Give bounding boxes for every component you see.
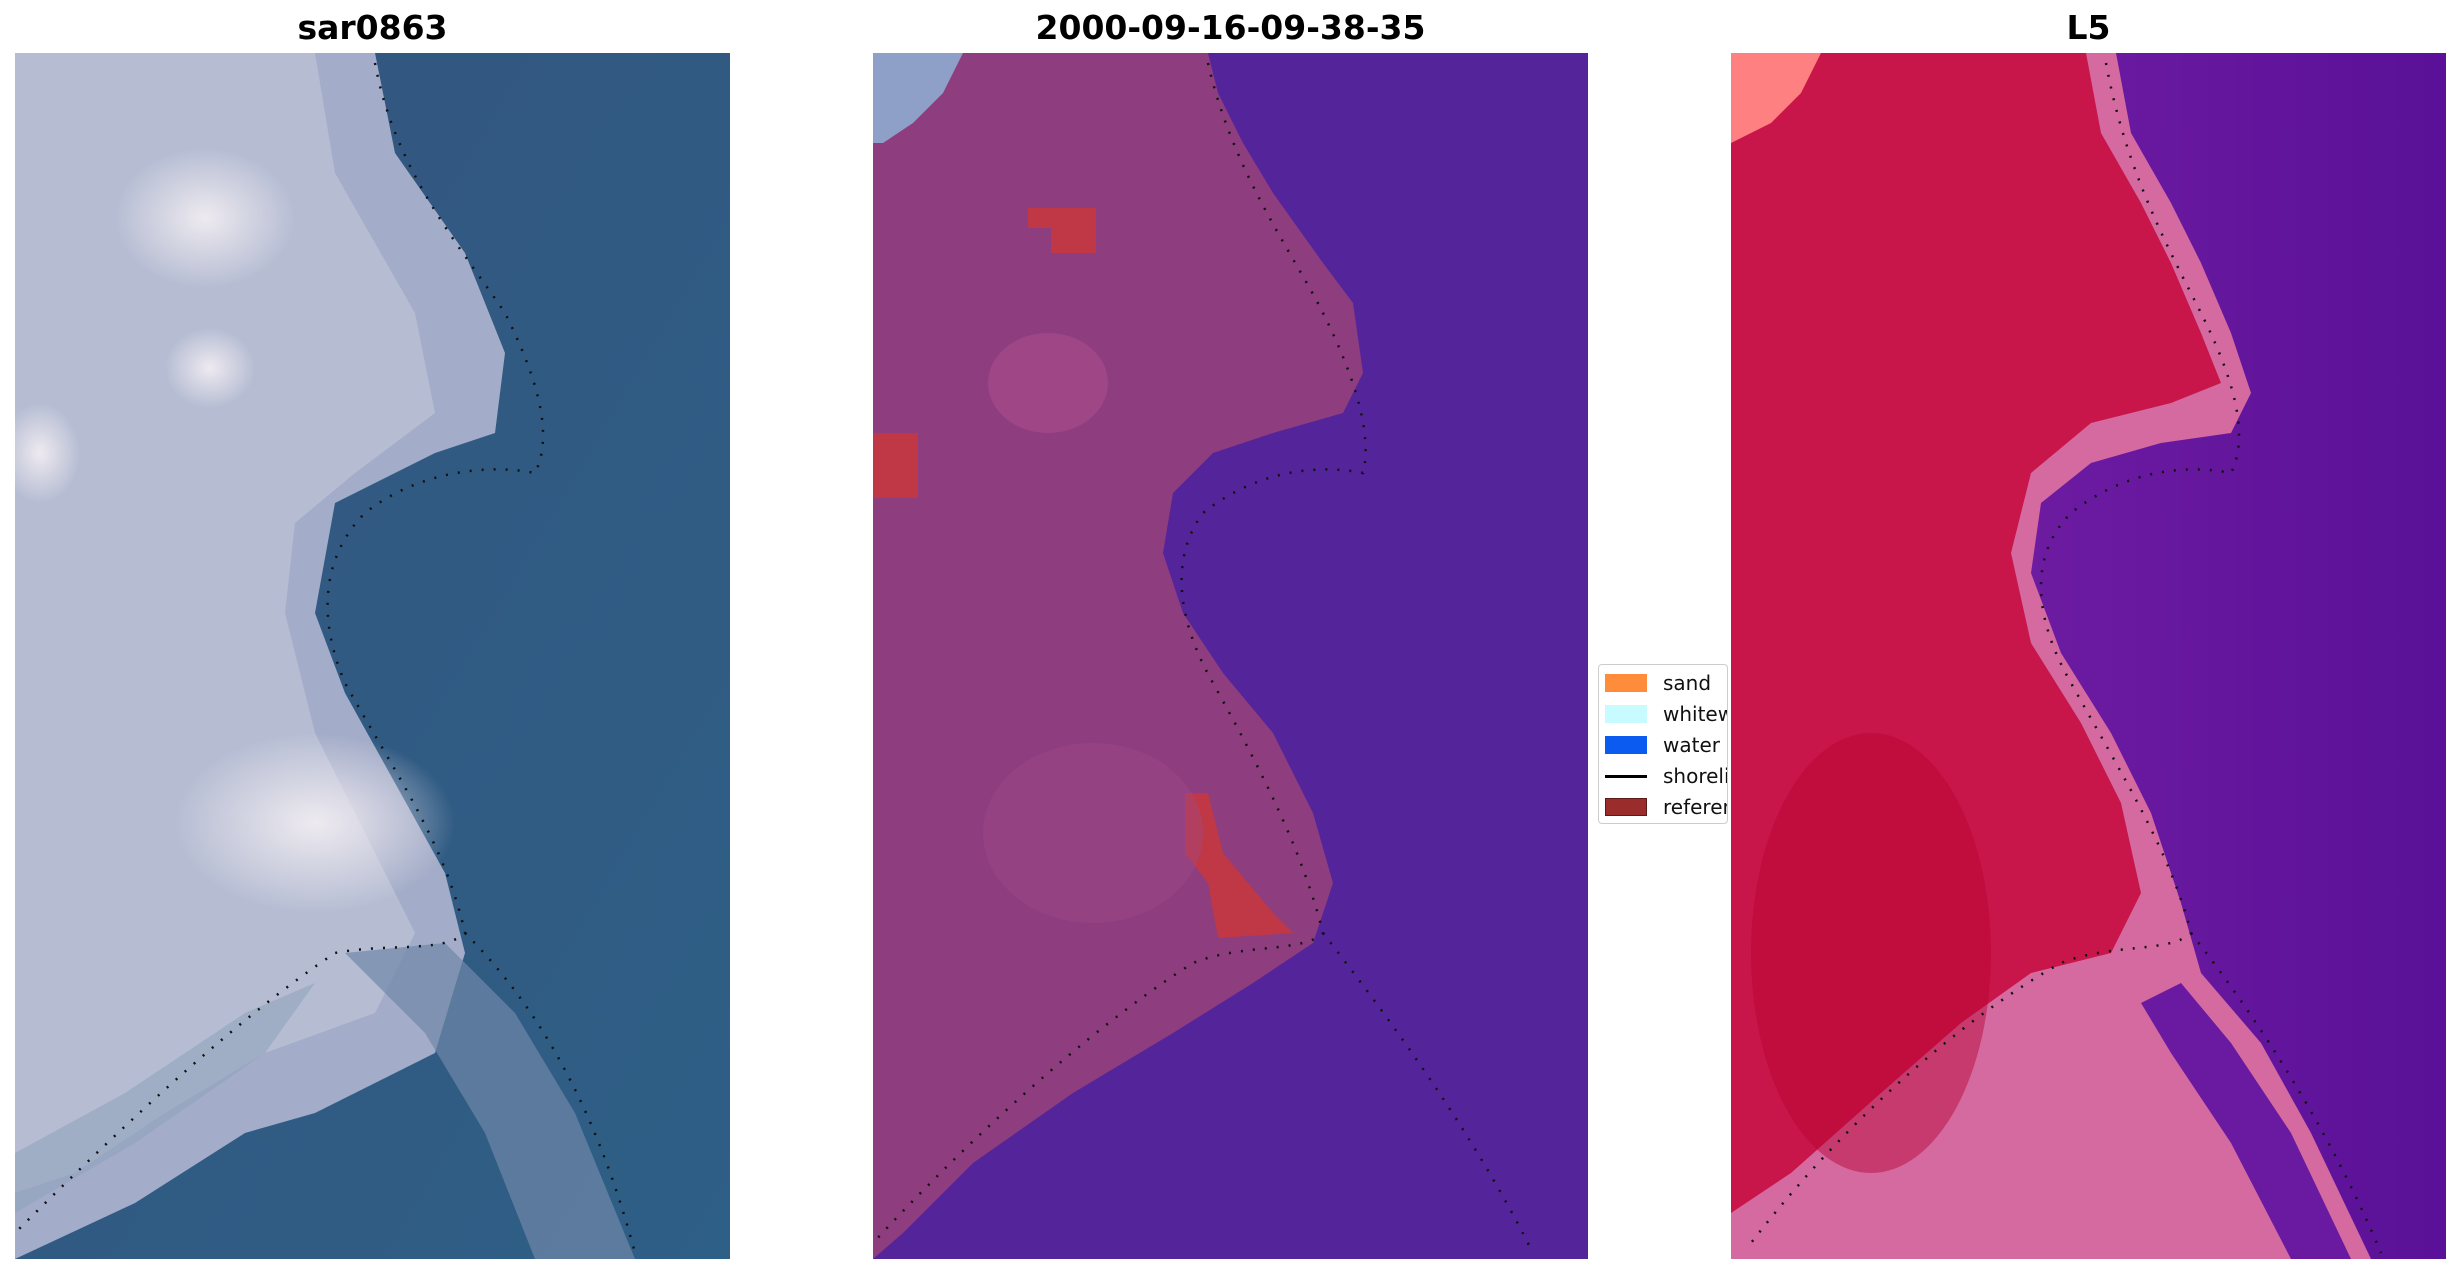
legend-label-sand: sand [1663,671,1712,695]
legend-item-reference: reference [1605,793,1727,821]
water-swatch [1605,736,1647,754]
legend-label-water: water [1663,733,1720,757]
legend-label-reference: reference [1663,795,1727,819]
panel-title-1: sar0863 [297,8,448,47]
panel-title-3: L5 [2066,8,2111,47]
rgb-image [15,53,730,1259]
legend-label-shoreline: shoreline [1663,764,1727,788]
classification-map [873,53,1588,1259]
classification-panel [873,53,1588,1259]
index-map [1731,53,2446,1259]
reference-swatch [1605,798,1647,816]
rgb-image-panel [15,53,730,1259]
shoreline-line-swatch [1605,774,1647,778]
legend-item-shoreline: shoreline [1605,762,1727,790]
index-map-panel [1731,53,2446,1259]
whitewater-swatch [1605,705,1647,723]
sand-swatch [1605,674,1647,692]
panel-title-2: 2000-09-16-09-38-35 [1035,8,1426,47]
legend-item-sand: sand [1605,669,1711,697]
legend-item-water: water [1605,731,1720,759]
